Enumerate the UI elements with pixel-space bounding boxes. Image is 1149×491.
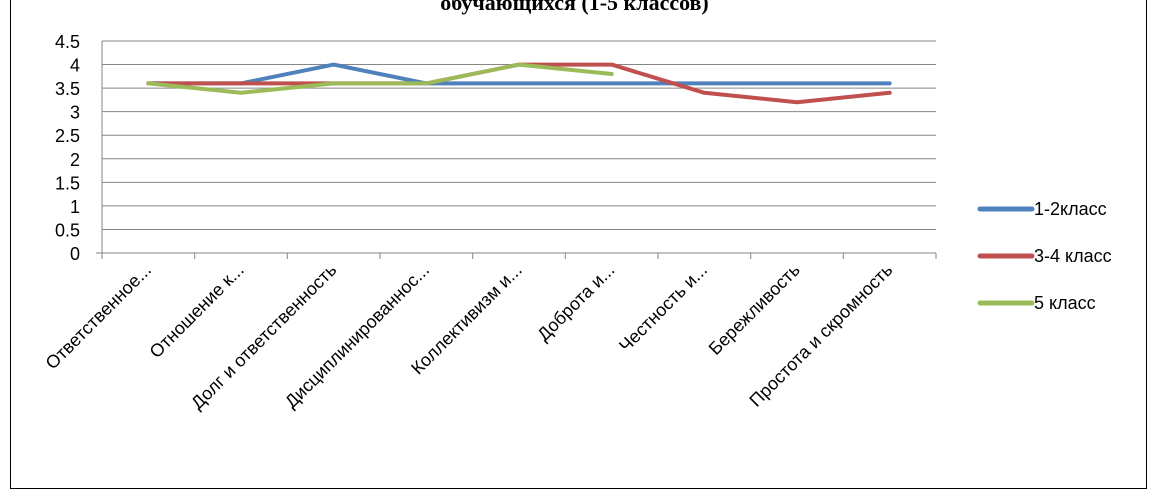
- chart-title: обучающихся (1-5 классов): [440, 0, 709, 15]
- x-tick-label: Доброта и...: [533, 260, 618, 345]
- gridlines: [102, 40, 936, 230]
- y-tick-label: 3.5: [55, 79, 80, 99]
- axes: [96, 41, 937, 259]
- y-tick-label: 4: [70, 56, 80, 76]
- y-tick-label: 1: [70, 197, 80, 217]
- x-tick-label: Бережливость: [705, 260, 804, 359]
- legend-label: 5 класс: [1034, 293, 1096, 313]
- series-lines: [146, 62, 892, 105]
- x-tick-labels: Ответственное...Отношение к...Долг и отв…: [42, 260, 897, 413]
- chart-frame: [10, 0, 1147, 489]
- legend: 1-2класс 3-4 класс 5 класс: [977, 199, 1112, 313]
- y-tick-labels: 0 0.5 1 1.5 2 2.5 3 3.5 4 4.5: [55, 32, 80, 264]
- series-line-1: [146, 62, 892, 86]
- series-line-3: [146, 62, 614, 95]
- x-tick-label: Ответственное...: [42, 260, 156, 374]
- y-tick-label: 2.5: [55, 126, 80, 146]
- x-tick-label: Отношение к...: [146, 260, 248, 362]
- y-tick-label: 3: [70, 103, 80, 123]
- y-tick-label: 0.5: [55, 220, 80, 240]
- y-tick-label: 4.5: [55, 32, 80, 52]
- y-tick-label: 1.5: [55, 173, 80, 193]
- legend-label: 1-2класс: [1034, 199, 1107, 219]
- legend-label: 3-4 класс: [1034, 246, 1112, 266]
- y-tick-label: 0: [70, 244, 80, 264]
- y-tick-label: 2: [70, 150, 80, 170]
- x-tick-label: Честность и...: [615, 260, 711, 356]
